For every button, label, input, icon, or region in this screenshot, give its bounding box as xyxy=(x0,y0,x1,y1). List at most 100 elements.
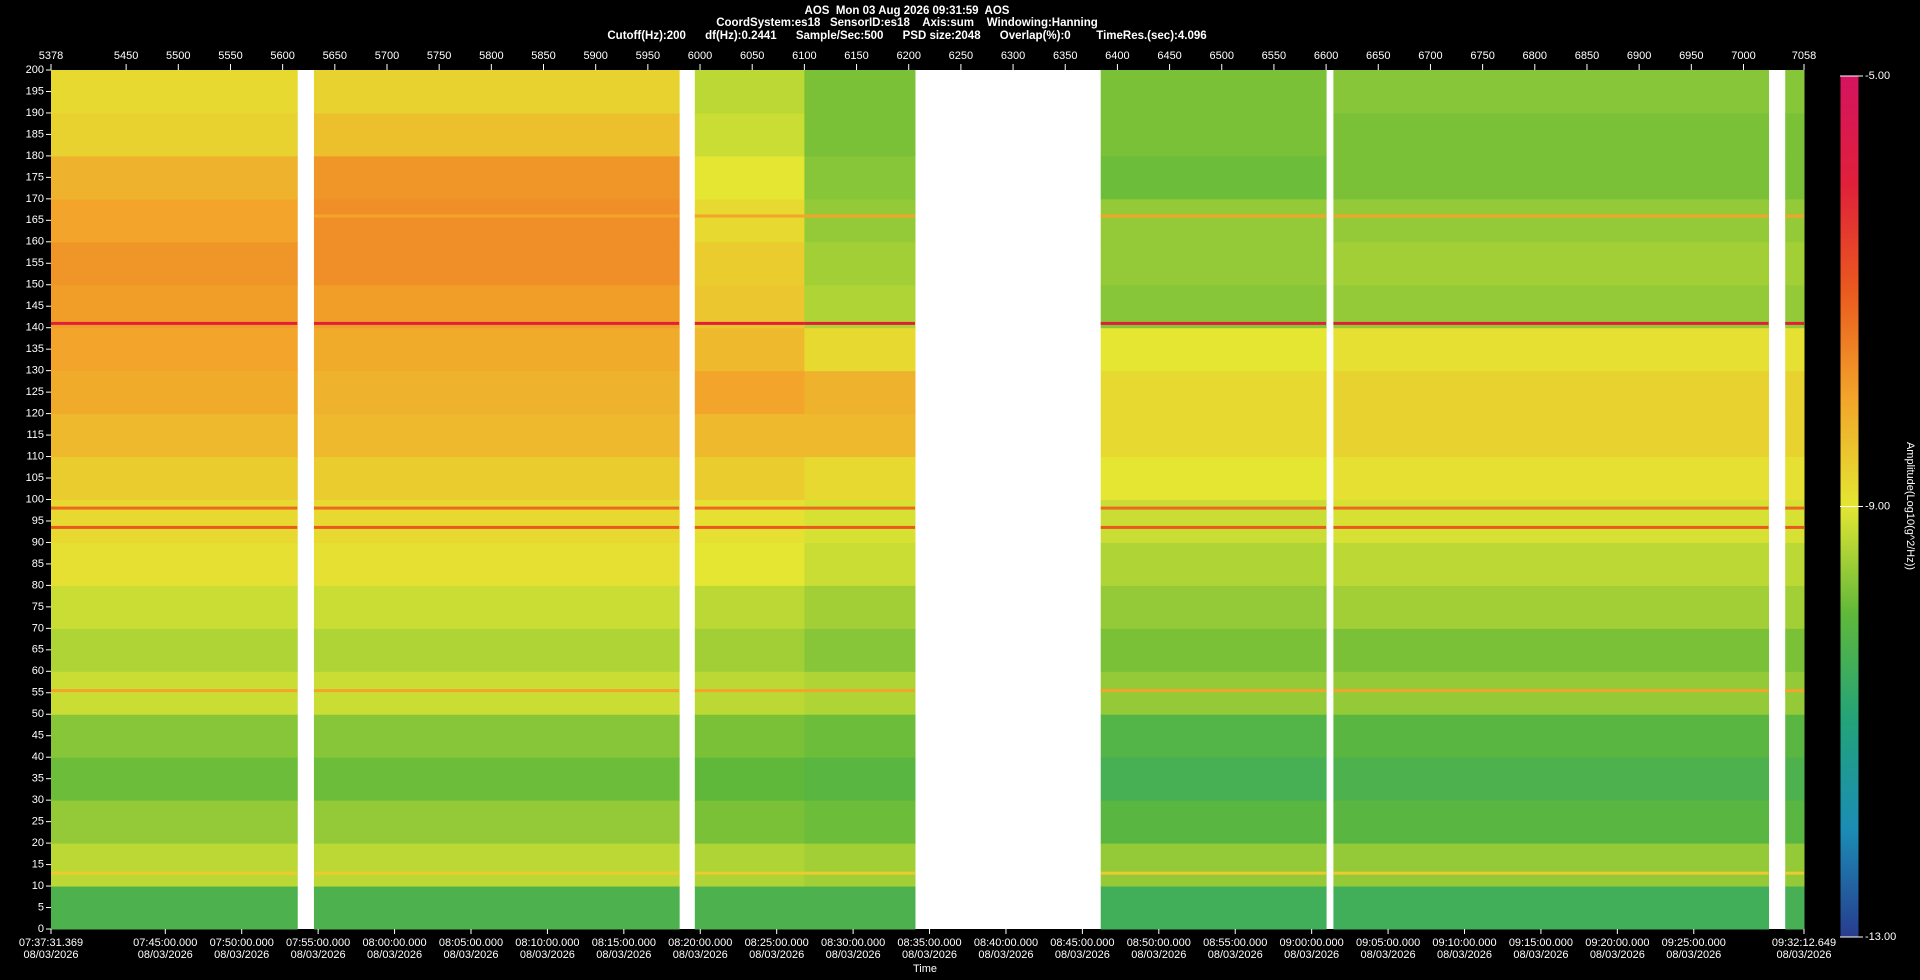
spectral-line xyxy=(1785,525,1804,529)
spectrogram-cell xyxy=(694,585,805,629)
spectrogram-cell xyxy=(694,112,805,157)
y-tick-label: 0 xyxy=(38,923,44,935)
x-axis-label: Time xyxy=(913,963,937,975)
spectral-line xyxy=(694,871,805,875)
spectrogram-cell xyxy=(51,843,298,887)
y-tick-label: 115 xyxy=(26,429,44,441)
spectral-line xyxy=(694,321,805,325)
spectrogram-cell xyxy=(804,628,916,672)
spectral-line xyxy=(313,321,680,325)
x2-tick-date: 08/03/2026 xyxy=(23,949,78,961)
spectrogram-cell xyxy=(1100,413,1327,458)
spectrogram-cell xyxy=(313,155,680,200)
y-tick-label: 55 xyxy=(32,687,44,699)
y-tick-label: 90 xyxy=(32,536,44,548)
x-tick-label: 5650 xyxy=(323,50,347,62)
spectrogram-cell xyxy=(51,198,298,243)
x-tick-label: 5850 xyxy=(531,50,555,62)
spectrogram-cell xyxy=(1100,757,1327,801)
x-tick-label: 5950 xyxy=(636,50,660,62)
x2-tick-label: 08:40:00.000 xyxy=(974,937,1038,949)
spectrogram-cell xyxy=(1100,499,1327,543)
x2-tick-date: 08/03/2026 xyxy=(291,949,346,961)
spectrogram-cell xyxy=(694,413,805,458)
spectrogram-cell xyxy=(1333,800,1770,844)
spectrogram-cell xyxy=(51,628,298,672)
y-tick-label: 120 xyxy=(26,408,44,420)
spectrogram-cell xyxy=(1100,456,1327,500)
spectrogram-cell xyxy=(1333,628,1770,672)
x2-tick-label: 09:25:00.000 xyxy=(1662,937,1726,949)
spectral-line xyxy=(1785,689,1804,693)
spectral-line xyxy=(694,689,805,693)
spectrogram-cell xyxy=(313,800,680,844)
x2-tick-date: 08/03/2026 xyxy=(673,949,728,961)
x2-tick-date: 08/03/2026 xyxy=(1284,949,1339,961)
x-tick-label: 6300 xyxy=(1001,50,1025,62)
spectral-line xyxy=(694,214,805,218)
colorbar-tick-label: -9.00 xyxy=(1865,500,1890,512)
spectrogram-cell xyxy=(51,456,298,500)
subtitle: Cutoff(Hz):200 df(Hz):0.2441 Sample/Sec:… xyxy=(607,30,1206,42)
spectrogram-cell xyxy=(804,155,916,200)
spectrogram-cell xyxy=(313,757,680,801)
spectrogram-cell xyxy=(1100,628,1327,672)
spectrogram-cell xyxy=(1785,886,1805,930)
spectrogram-cell xyxy=(1333,886,1770,930)
y-tick-label: 185 xyxy=(26,128,44,140)
spectrogram-cell xyxy=(1785,370,1805,415)
x-tick-label: 6700 xyxy=(1418,50,1442,62)
spectrogram-cell xyxy=(1333,499,1770,543)
spectrogram-cell xyxy=(1785,671,1805,715)
spectral-line xyxy=(804,506,915,510)
spectrogram-cell xyxy=(1333,585,1770,629)
spectrogram-cell xyxy=(1785,198,1805,243)
spectral-line xyxy=(1333,506,1769,510)
spectrogram-cell xyxy=(51,327,298,372)
spectrogram-cell xyxy=(51,413,298,458)
spectrogram-cell xyxy=(1333,112,1770,157)
x2-tick-label: 09:20:00.000 xyxy=(1585,937,1649,949)
spectral-line xyxy=(313,525,680,529)
y-tick-label: 140 xyxy=(26,322,44,334)
x2-tick-label: 08:05:00.000 xyxy=(439,937,503,949)
spectral-line xyxy=(1785,871,1804,875)
spectral-line xyxy=(51,214,298,218)
spectral-line xyxy=(1100,525,1327,529)
spectrogram-cell xyxy=(1785,456,1805,500)
x-tick-label: 6050 xyxy=(740,50,764,62)
y-tick-label: 135 xyxy=(26,343,44,355)
y-tick-label: 125 xyxy=(26,386,44,398)
x-tick-label: 5700 xyxy=(375,50,399,62)
y-tick-label: 35 xyxy=(32,773,44,785)
colorbar-tick-label: -13.00 xyxy=(1865,931,1896,943)
x-tick-label: 6250 xyxy=(949,50,973,62)
x2-tick-label: 09:15:00.000 xyxy=(1509,937,1573,949)
x2-tick-date: 08/03/2026 xyxy=(902,949,957,961)
spectrogram-cell xyxy=(313,198,680,243)
spectrogram-cell xyxy=(1785,70,1805,114)
y-tick-label: 85 xyxy=(32,558,44,570)
spectrogram-cell xyxy=(1100,241,1327,286)
x-tick-label: 6200 xyxy=(896,50,920,62)
spectrogram-cell xyxy=(1785,413,1805,458)
y-tick-label: 95 xyxy=(32,515,44,527)
y-tick-label: 105 xyxy=(26,472,44,484)
spectrogram-cell xyxy=(804,800,916,844)
y-tick-label: 160 xyxy=(26,236,44,248)
y-tick-label: 25 xyxy=(32,816,44,828)
spectral-line xyxy=(1333,871,1769,875)
x-tick-label: 6400 xyxy=(1105,50,1129,62)
spectrogram-cell xyxy=(804,843,916,887)
spectrogram-cell xyxy=(313,585,680,629)
spectrogram-cell xyxy=(1100,70,1327,114)
x-tick-label: 6100 xyxy=(792,50,816,62)
x-tick-label: 6750 xyxy=(1470,50,1494,62)
spectrogram-cell xyxy=(694,327,805,372)
spectrogram-cell xyxy=(1100,886,1327,930)
spectral-line xyxy=(1785,506,1804,510)
spectrogram-cell xyxy=(804,241,916,286)
spectrogram-cell xyxy=(1785,628,1805,672)
x2-tick-label: 09:00:00.000 xyxy=(1280,937,1344,949)
